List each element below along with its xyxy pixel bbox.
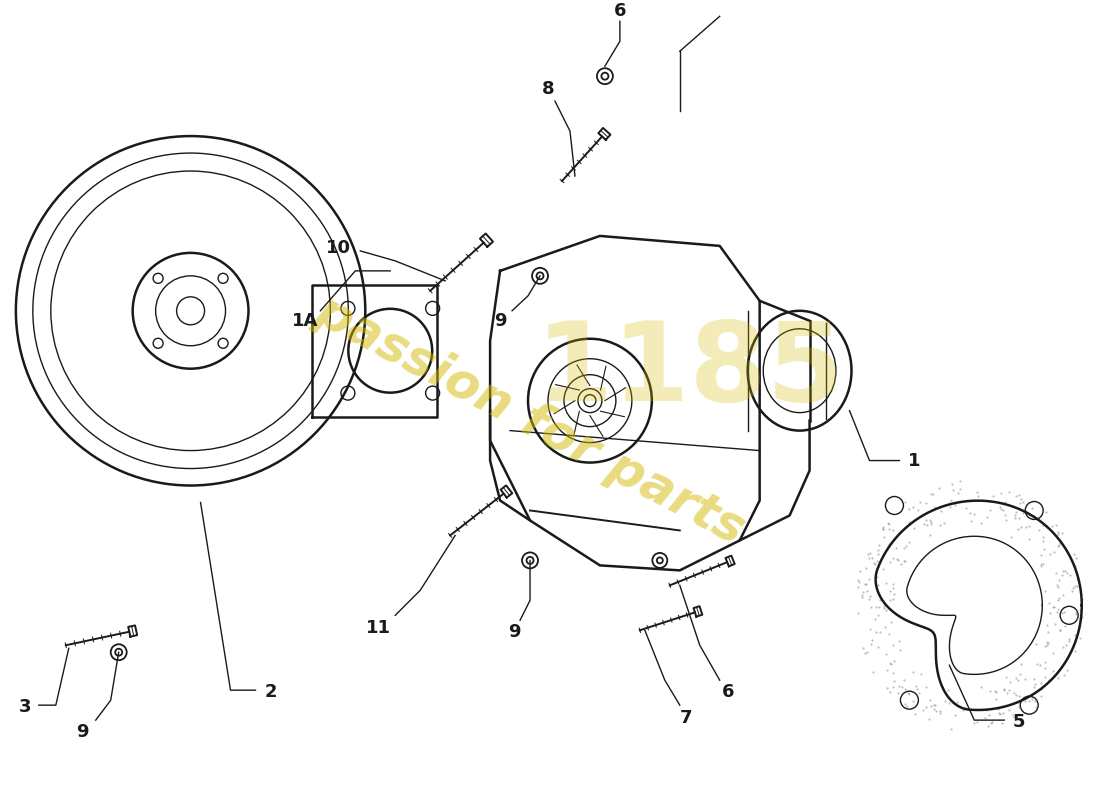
Text: 2: 2	[264, 683, 277, 701]
Text: 6: 6	[614, 2, 626, 20]
Text: 1185: 1185	[536, 317, 845, 424]
Circle shape	[1020, 696, 1038, 714]
Text: 3: 3	[19, 698, 31, 716]
Circle shape	[1060, 606, 1078, 624]
Text: 10: 10	[326, 239, 351, 257]
Text: 9: 9	[508, 623, 520, 642]
Text: 7: 7	[680, 709, 692, 727]
Circle shape	[584, 394, 596, 406]
Text: 9: 9	[77, 723, 89, 741]
Text: 11: 11	[366, 619, 390, 638]
Text: 9: 9	[494, 312, 506, 330]
Text: 6: 6	[722, 683, 734, 701]
Circle shape	[901, 691, 918, 709]
Text: passion for parts: passion for parts	[307, 287, 752, 554]
Text: 1A: 1A	[293, 312, 319, 330]
Circle shape	[886, 497, 903, 514]
Text: 5: 5	[1013, 713, 1025, 731]
Text: 8: 8	[541, 80, 554, 98]
Text: 1: 1	[909, 451, 921, 470]
Circle shape	[1025, 502, 1043, 519]
